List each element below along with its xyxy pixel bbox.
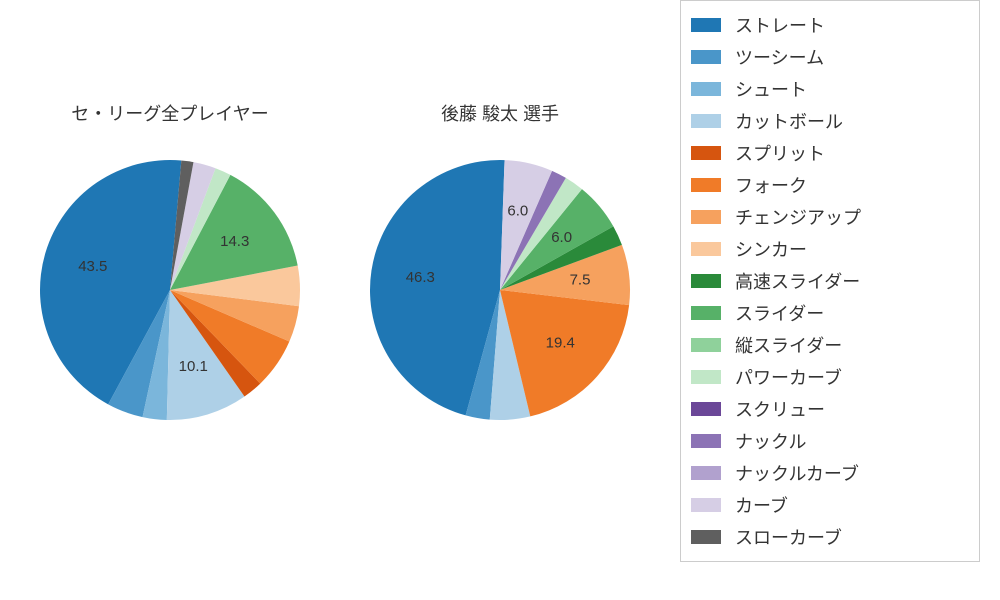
legend-swatch	[691, 82, 721, 96]
legend-swatch	[691, 466, 721, 480]
pie-chart-0: セ・リーグ全プレイヤー43.510.114.3	[40, 160, 300, 420]
legend-label: スクリュー	[735, 396, 825, 422]
pie-slice-label: 19.4	[546, 334, 575, 351]
legend-swatch	[691, 402, 721, 416]
legend-swatch	[691, 370, 721, 384]
legend-label: フォーク	[735, 172, 807, 198]
legend-label: ナックル	[735, 428, 806, 454]
legend-item: チェンジアップ	[691, 201, 969, 233]
legend-swatch	[691, 306, 721, 320]
legend-item: カットボール	[691, 105, 969, 137]
legend-item: ストレート	[691, 9, 969, 41]
pie-slice-label: 46.3	[406, 269, 435, 286]
pie-svg: 46.3 19.4 7.5 6.0 6.0	[310, 100, 690, 480]
legend-item: ツーシーム	[691, 41, 969, 73]
pie-title: セ・リーグ全プレイヤー	[40, 100, 300, 126]
legend-label: カーブ	[735, 492, 788, 518]
legend-label: シュート	[735, 76, 807, 102]
legend-item: 縦スライダー	[691, 329, 969, 361]
legend-swatch	[691, 146, 721, 160]
pie-slice-label: 14.3	[220, 233, 249, 250]
figure: セ・リーグ全プレイヤー 43.5 10.1 14.3 後藤 駿太 選手 46.3 19.4 7…	[0, 0, 1000, 600]
legend-swatch	[691, 434, 721, 448]
legend-swatch	[691, 338, 721, 352]
legend-item: スローカーブ	[691, 521, 969, 553]
pie-svg: 43.5 10.1 14.3	[0, 100, 360, 480]
legend-label: スライダー	[735, 300, 824, 326]
legend-swatch	[691, 274, 721, 288]
legend-item: スライダー	[691, 297, 969, 329]
legend-swatch	[691, 530, 721, 544]
pie-slice-label: 10.1	[179, 358, 208, 375]
legend-item: パワーカーブ	[691, 361, 969, 393]
legend-item: シンカー	[691, 233, 969, 265]
pie-slice-label: 6.0	[551, 229, 572, 246]
legend-label: ストレート	[735, 12, 825, 38]
legend-label: ナックルカーブ	[735, 460, 859, 486]
legend-swatch	[691, 114, 721, 128]
legend-label: スプリット	[735, 140, 825, 166]
legend-item: ナックルカーブ	[691, 457, 969, 489]
legend-item: ナックル	[691, 425, 969, 457]
pie-slice-label: 6.0	[507, 202, 528, 219]
legend-label: ツーシーム	[735, 44, 824, 70]
pie-title: 後藤 駿太 選手	[370, 100, 630, 126]
legend-label: カットボール	[735, 108, 843, 134]
pie-slice-label: 43.5	[78, 258, 107, 275]
legend-label: 縦スライダー	[735, 332, 842, 358]
legend-swatch	[691, 242, 721, 256]
legend-item: スクリュー	[691, 393, 969, 425]
legend-swatch	[691, 498, 721, 512]
legend-item: カーブ	[691, 489, 969, 521]
pie-chart-1: 後藤 駿太 選手46.319.47.56.06.0	[370, 160, 630, 420]
legend: ストレートツーシームシュートカットボールスプリットフォークチェンジアップシンカー…	[680, 0, 980, 562]
legend-label: スローカーブ	[735, 524, 842, 550]
legend-label: チェンジアップ	[735, 204, 861, 230]
pie-slice-label: 7.5	[570, 271, 591, 288]
legend-swatch	[691, 178, 721, 192]
legend-item: 高速スライダー	[691, 265, 969, 297]
legend-label: 高速スライダー	[735, 268, 860, 294]
legend-item: シュート	[691, 73, 969, 105]
legend-item: フォーク	[691, 169, 969, 201]
legend-label: パワーカーブ	[735, 364, 842, 390]
legend-swatch	[691, 210, 721, 224]
legend-swatch	[691, 18, 721, 32]
legend-swatch	[691, 50, 721, 64]
legend-item: スプリット	[691, 137, 969, 169]
legend-label: シンカー	[735, 236, 807, 262]
chart-area: セ・リーグ全プレイヤー 43.5 10.1 14.3 後藤 駿太 選手 46.3 19.4 7…	[0, 0, 670, 600]
